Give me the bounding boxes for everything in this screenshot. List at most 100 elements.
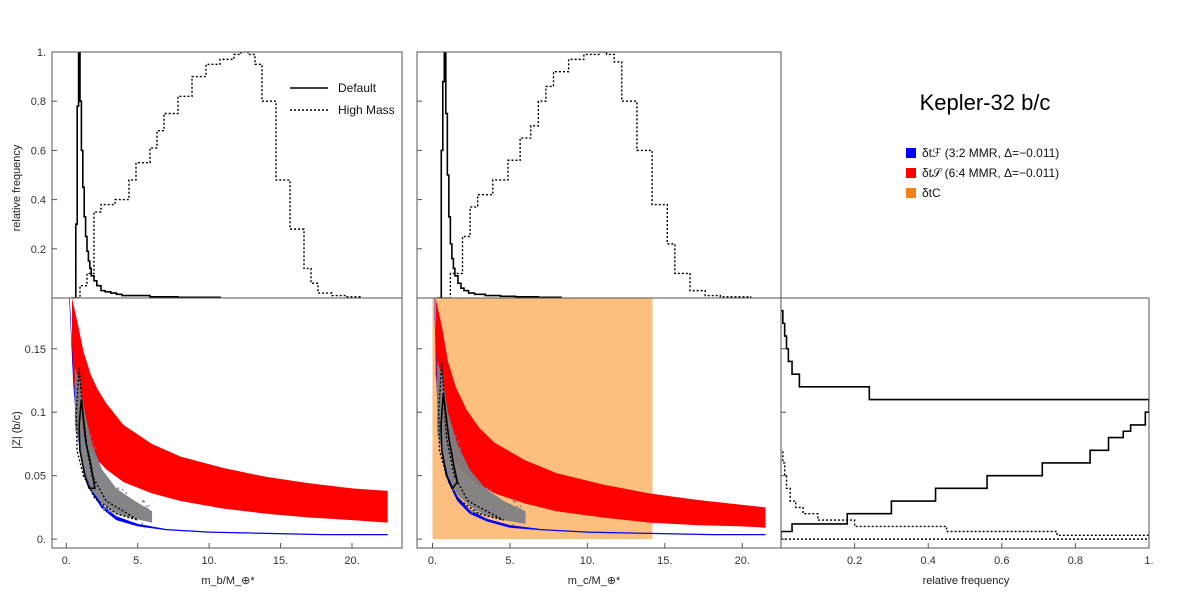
- scatter-point: [471, 511, 474, 514]
- x-tick-label: 10.: [201, 555, 216, 567]
- scatter-point: [437, 376, 440, 379]
- scatter-point: [519, 505, 522, 507]
- scatter-point: [142, 513, 145, 516]
- scatter-point: [97, 468, 100, 470]
- scatter-point: [521, 510, 524, 513]
- scatter-point: [444, 438, 447, 440]
- scatter-mc-red-band: [435, 298, 766, 528]
- scatter-point: [467, 496, 470, 499]
- figure-title: Kepler-32 b/c: [920, 90, 1051, 115]
- xlabel-mb: m_b/M_⊕*: [201, 575, 255, 587]
- x-tick-label: 20.: [344, 555, 359, 567]
- scatter-point: [93, 447, 96, 449]
- scatter-point: [95, 456, 98, 458]
- x-tick-label: 20.: [735, 555, 750, 567]
- scatter-point: [108, 510, 110, 513]
- y-tick-label: 0.05: [25, 471, 46, 483]
- scatter-point: [132, 503, 135, 505]
- scatter-point: [513, 514, 516, 517]
- y-tick-label: 0.15: [25, 344, 46, 356]
- y-tick-label: 0.6: [31, 145, 46, 157]
- scatter-point: [149, 510, 151, 513]
- scatter-point: [89, 482, 92, 485]
- scatter-mb-panel: [69, 298, 388, 536]
- scatter-point: [459, 478, 461, 481]
- scatter-point: [472, 499, 475, 501]
- scatter-point: [134, 513, 137, 515]
- x-tick-label: 0.: [62, 555, 71, 567]
- scatter-point: [147, 505, 150, 507]
- scatter-point: [84, 449, 87, 451]
- y-tick-label: 0.8: [31, 96, 46, 108]
- y-tick-label: 0.: [37, 534, 46, 546]
- scatter-mc-contour-solid: [440, 393, 459, 490]
- x-tick-label: 15.: [273, 555, 288, 567]
- scatter-point: [125, 492, 128, 494]
- scatter-point: [74, 371, 77, 373]
- scatter-point: [86, 459, 89, 462]
- legend-orange-swatch: [906, 188, 916, 198]
- scatter-point: [123, 508, 126, 510]
- hist-mb-series-high-mass: [77, 52, 361, 298]
- scatter-point: [93, 452, 96, 455]
- scatter-point: [142, 507, 145, 510]
- scatter-point: [85, 430, 88, 433]
- y-tick-label: 0.2: [31, 244, 46, 256]
- scatter-point: [489, 508, 492, 510]
- scatter-point: [513, 507, 516, 510]
- axis-ticks: 0.2 0.4 0.6 0.8 1. 0. 0.05 0.1 0.15 0. 5. 10. 15. 20.…: [25, 47, 1154, 567]
- scatter-point: [101, 474, 104, 477]
- scatter-point: [123, 496, 126, 499]
- x-tick-label: 0.8: [1068, 555, 1083, 567]
- scatter-point: [468, 474, 471, 477]
- legend-orange-label: δtC: [922, 186, 941, 200]
- scatter-point: [478, 512, 481, 515]
- scatter-point: [436, 401, 439, 404]
- scatter-point: [476, 497, 478, 499]
- scatter-point: [141, 522, 144, 525]
- scatter-point: [514, 500, 517, 503]
- scatter-point: [102, 507, 105, 510]
- legend-red-label: δt𝒮 (6:4 MMR, Δ=−0.011): [922, 166, 1059, 180]
- scatter-point: [455, 444, 458, 447]
- scatter-point: [144, 505, 147, 508]
- scatter-point: [443, 434, 445, 437]
- x-tick-label: 0.6: [994, 555, 1009, 567]
- scatter-point: [490, 489, 493, 491]
- scatter-point: [97, 461, 100, 463]
- scatter-point: [465, 471, 467, 474]
- scatter-point: [456, 489, 459, 492]
- frame-hist-z: [780, 297, 1150, 549]
- scatter-point: [436, 366, 439, 369]
- scatter-point: [464, 461, 467, 464]
- x-tick-label: 1.: [1144, 555, 1153, 567]
- hist-z-series-default: [781, 309, 1149, 540]
- x-tick-label: 5.: [133, 555, 142, 567]
- scatter-point: [91, 440, 94, 443]
- scatter-point: [484, 497, 487, 500]
- scatter-point: [494, 508, 496, 510]
- scatter-point: [128, 502, 131, 505]
- x-tick-label: 0.: [428, 555, 437, 567]
- scatter-point: [454, 453, 456, 455]
- ylabel-z: |Z| (b/c): [11, 411, 23, 449]
- x-tick-label: 0.4: [921, 555, 936, 567]
- xlabel-mc: m_c/M_⊕*: [568, 575, 621, 587]
- scatter-point: [110, 510, 112, 513]
- scatter-point: [76, 422, 78, 424]
- histogram-z-panel: [781, 309, 1149, 540]
- scatter-point: [473, 491, 475, 494]
- scatter-point: [449, 468, 452, 471]
- hist-mc-series-default: [436, 52, 562, 298]
- color-legend: δtℱ (3:2 MMR, Δ=−0.011) δt𝒮 (6:4 MMR, Δ=…: [906, 146, 1059, 200]
- scatter-point: [481, 512, 483, 514]
- scatter-point: [444, 442, 447, 444]
- scatter-point: [523, 515, 526, 517]
- scatter-point: [127, 506, 130, 508]
- xlabel-relative-frequency: relative frequency: [923, 575, 1010, 587]
- scatter-mc-scatter-cloud: [437, 361, 526, 524]
- scatter-point: [150, 514, 153, 517]
- hist-mb-series-default: [71, 52, 221, 298]
- scatter-point: [96, 479, 99, 482]
